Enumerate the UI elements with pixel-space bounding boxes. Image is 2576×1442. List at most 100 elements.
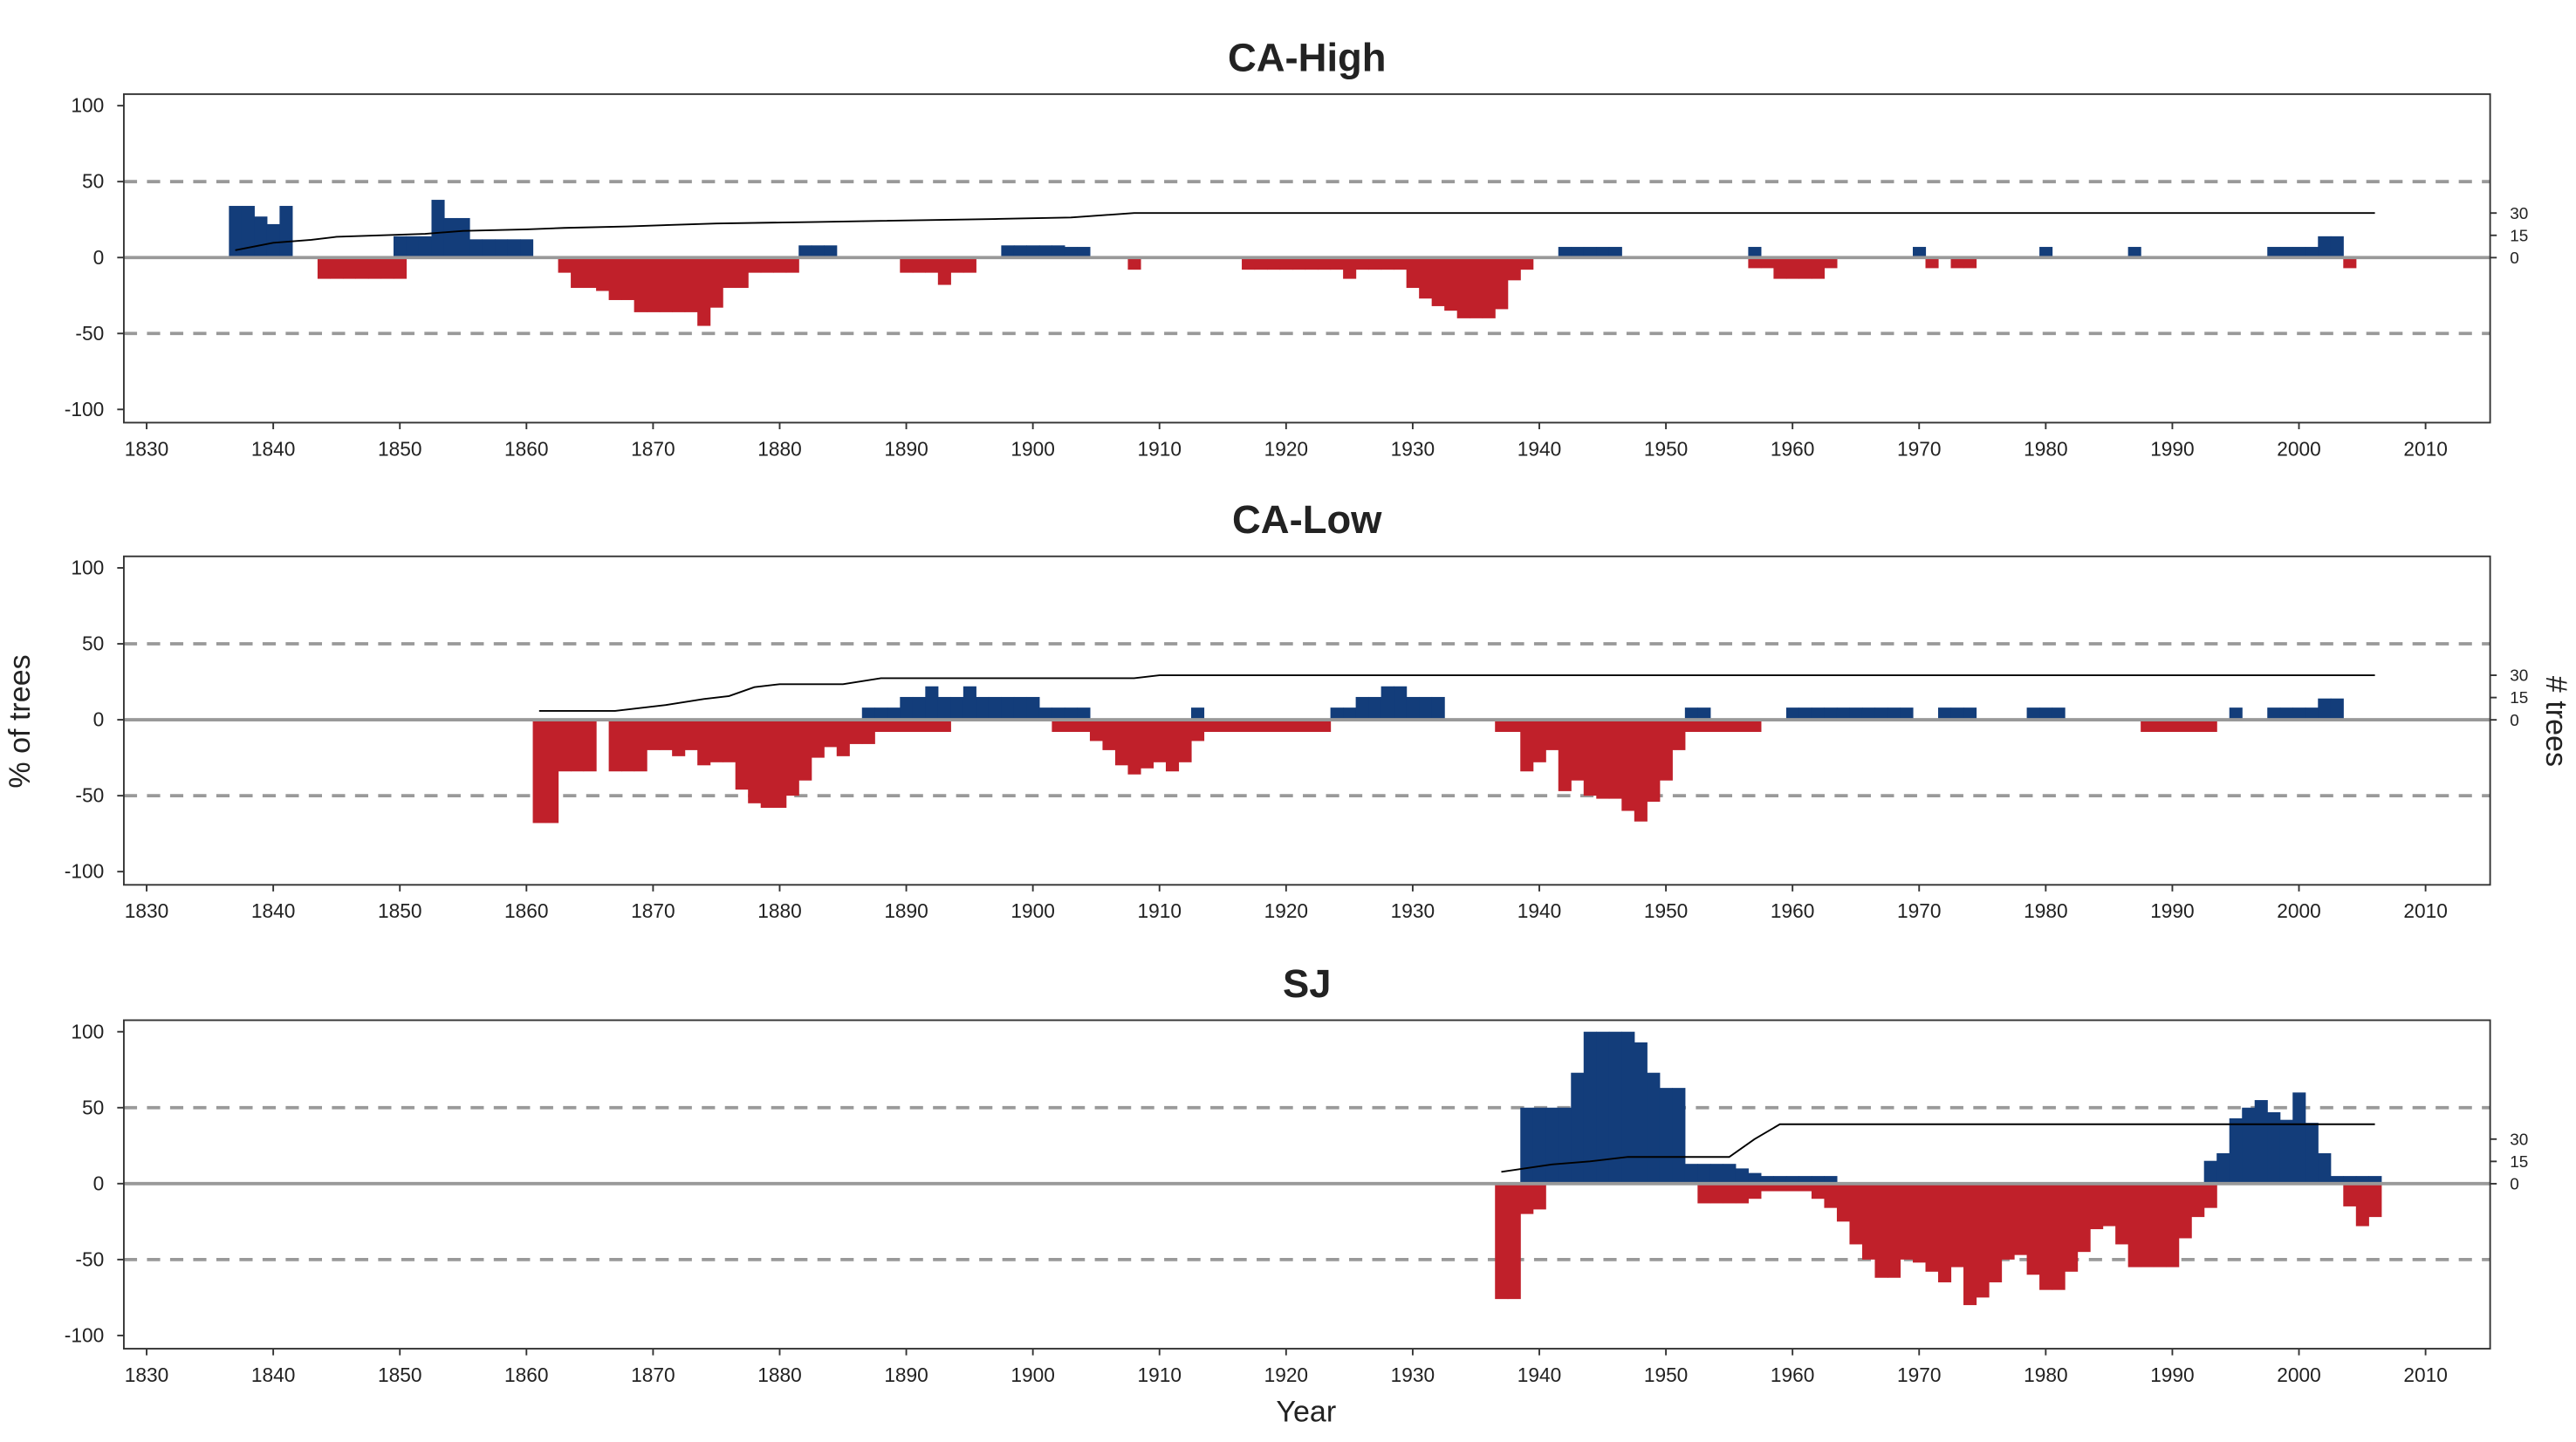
bar bbox=[1773, 1183, 1787, 1192]
bar bbox=[798, 720, 812, 781]
bar bbox=[912, 257, 926, 273]
x-tick-label: 1830 bbox=[125, 899, 168, 922]
y2-tick-label: 0 bbox=[2510, 1176, 2519, 1194]
bar bbox=[1456, 257, 1470, 318]
bar bbox=[697, 720, 711, 766]
bar bbox=[1621, 1031, 1635, 1184]
bar bbox=[2039, 707, 2053, 721]
bar bbox=[950, 257, 964, 273]
tree-count-line bbox=[538, 674, 2375, 712]
bar bbox=[1861, 1183, 1876, 1260]
bar bbox=[773, 257, 787, 273]
bar bbox=[709, 720, 723, 762]
y-tick-label: 50 bbox=[82, 170, 104, 193]
bar bbox=[1608, 1031, 1622, 1184]
bar bbox=[2203, 1183, 2217, 1208]
bar bbox=[1697, 707, 1711, 721]
bar bbox=[2203, 1160, 2217, 1184]
bar bbox=[1520, 720, 1534, 772]
bar bbox=[1089, 720, 1104, 742]
plot-frame bbox=[122, 1019, 2491, 1350]
bar bbox=[1026, 696, 1040, 721]
y2-tick-label: 15 bbox=[2510, 227, 2528, 245]
bar bbox=[1571, 1072, 1585, 1184]
bar bbox=[735, 720, 749, 790]
bar bbox=[1052, 245, 1065, 258]
bar bbox=[2355, 1176, 2369, 1184]
bar bbox=[647, 720, 661, 750]
bar bbox=[1279, 720, 1293, 732]
bar bbox=[1798, 707, 1812, 721]
bar bbox=[760, 257, 774, 273]
bar bbox=[1507, 1183, 1521, 1300]
bar bbox=[1811, 257, 1826, 279]
bar bbox=[1380, 257, 1394, 270]
x-tick-label: 1830 bbox=[125, 437, 168, 460]
bar bbox=[1824, 257, 1838, 269]
x-tick-label: 1850 bbox=[378, 437, 421, 460]
bar bbox=[1013, 696, 1027, 721]
y-tick-label: -50 bbox=[75, 784, 104, 807]
bar bbox=[1608, 247, 1622, 258]
bar bbox=[1697, 1164, 1711, 1184]
bar bbox=[1760, 1176, 1774, 1184]
bar bbox=[887, 707, 901, 721]
y-tick-label: -50 bbox=[75, 1247, 104, 1270]
bar bbox=[1394, 257, 1408, 270]
bar bbox=[1380, 686, 1394, 721]
bar bbox=[2330, 698, 2344, 721]
bar bbox=[811, 720, 825, 758]
bar bbox=[1127, 257, 1141, 270]
x-tick-label: 1930 bbox=[1391, 1363, 1435, 1386]
bar bbox=[1672, 720, 1686, 750]
x-tick-label: 1850 bbox=[378, 899, 421, 922]
bar bbox=[406, 236, 420, 258]
x-tick-label: 1980 bbox=[2024, 899, 2067, 922]
bar bbox=[1913, 247, 1927, 258]
bar bbox=[1114, 720, 1129, 766]
bar bbox=[684, 720, 698, 750]
bar bbox=[1874, 707, 1888, 721]
bar bbox=[1608, 720, 1622, 799]
x-tick-label: 1970 bbox=[1897, 899, 1941, 922]
bar bbox=[1583, 720, 1597, 796]
y2-tick-label: 15 bbox=[2510, 1153, 2528, 1172]
bar bbox=[811, 245, 825, 258]
bar bbox=[2318, 698, 2332, 721]
bar bbox=[1811, 707, 1826, 721]
bar bbox=[1052, 707, 1065, 721]
panel-title: CA-Low bbox=[1232, 497, 1382, 542]
y2-tick-label: 0 bbox=[2510, 712, 2519, 730]
bar bbox=[507, 239, 521, 258]
bar bbox=[1723, 720, 1737, 732]
bar bbox=[2330, 1176, 2344, 1184]
bar bbox=[1343, 257, 1357, 279]
bar bbox=[2039, 247, 2053, 258]
bar bbox=[2115, 1183, 2129, 1245]
bar bbox=[431, 200, 445, 258]
bar bbox=[2127, 247, 2141, 258]
bar bbox=[1900, 707, 1914, 721]
bar bbox=[1760, 1183, 1774, 1192]
y-tick-label: 50 bbox=[82, 632, 104, 655]
x-tick-label: 1930 bbox=[1391, 437, 1435, 460]
y2-tick-label: 30 bbox=[2510, 1131, 2528, 1149]
bar bbox=[583, 257, 597, 289]
bar bbox=[2178, 1183, 2192, 1239]
bar bbox=[697, 257, 711, 326]
x-tick-label: 1860 bbox=[504, 1363, 548, 1386]
bar bbox=[1038, 707, 1052, 721]
bar bbox=[925, 720, 939, 732]
y2-axis-label: # trees bbox=[2539, 676, 2573, 767]
bar bbox=[912, 720, 926, 732]
x-tick-label: 1940 bbox=[1518, 1363, 1561, 1386]
bar bbox=[1583, 247, 1597, 258]
bar bbox=[2292, 1092, 2306, 1184]
x-tick-label: 2010 bbox=[2403, 1363, 2447, 1386]
bar bbox=[1773, 257, 1787, 279]
bar bbox=[342, 257, 357, 279]
bar bbox=[2279, 247, 2293, 258]
bar bbox=[887, 720, 901, 732]
